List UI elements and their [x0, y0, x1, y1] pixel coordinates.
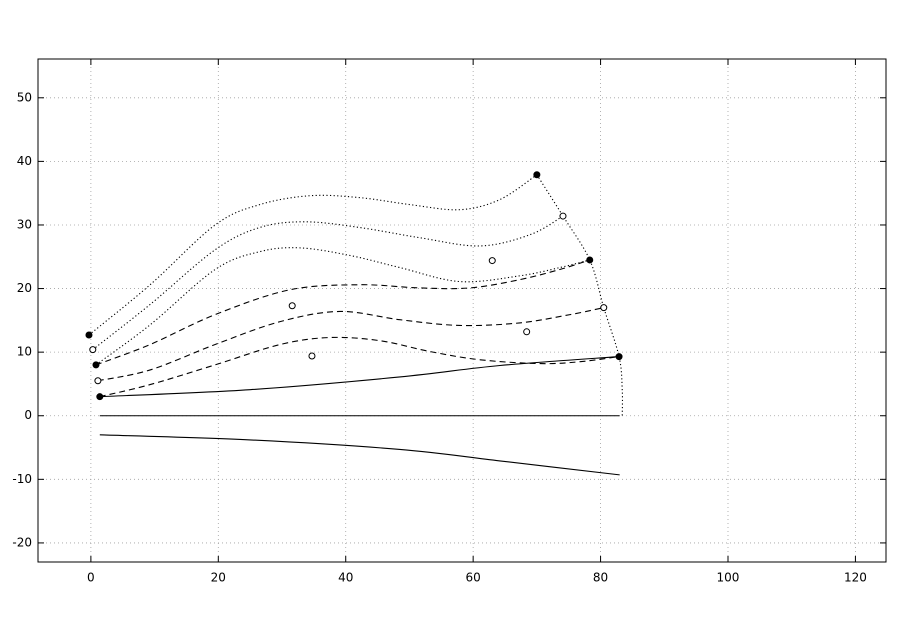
- y-tick-label: 40: [17, 154, 32, 168]
- x-tick-label: 40: [338, 571, 353, 585]
- curve: [536, 174, 624, 416]
- point: [586, 256, 594, 264]
- y-tick-label: -20: [12, 535, 32, 549]
- point: [85, 331, 93, 339]
- point: [533, 171, 541, 179]
- curve: [95, 247, 590, 366]
- point: [94, 377, 102, 385]
- point: [92, 361, 100, 369]
- x-tick-label: 80: [593, 571, 608, 585]
- plot-border: [37, 58, 887, 563]
- x-tick-label: 120: [844, 571, 867, 585]
- x-tick-label: 20: [211, 571, 226, 585]
- x-tick-label: 0: [87, 571, 95, 585]
- curve: [99, 356, 620, 398]
- point: [96, 393, 104, 401]
- curve: [99, 336, 620, 398]
- curve: [99, 434, 620, 476]
- curve: [92, 215, 564, 351]
- curve: [97, 307, 604, 382]
- y-tick-label: 20: [17, 281, 32, 295]
- point: [559, 212, 567, 220]
- point: [615, 353, 623, 361]
- y-tick-label: 50: [17, 90, 32, 104]
- y-tick-label: 30: [17, 217, 32, 231]
- point: [308, 352, 316, 360]
- x-tick-label: 100: [717, 571, 740, 585]
- x-tick-label: 60: [466, 571, 481, 585]
- point: [89, 346, 97, 354]
- y-tick-label: 10: [17, 345, 32, 359]
- point: [488, 257, 496, 265]
- y-tick-label: -10: [12, 472, 32, 486]
- point: [600, 304, 608, 312]
- point: [288, 302, 296, 310]
- plot-area: [85, 171, 624, 476]
- y-tick-label: 0: [24, 408, 32, 422]
- curve: [95, 259, 590, 366]
- point: [523, 328, 531, 336]
